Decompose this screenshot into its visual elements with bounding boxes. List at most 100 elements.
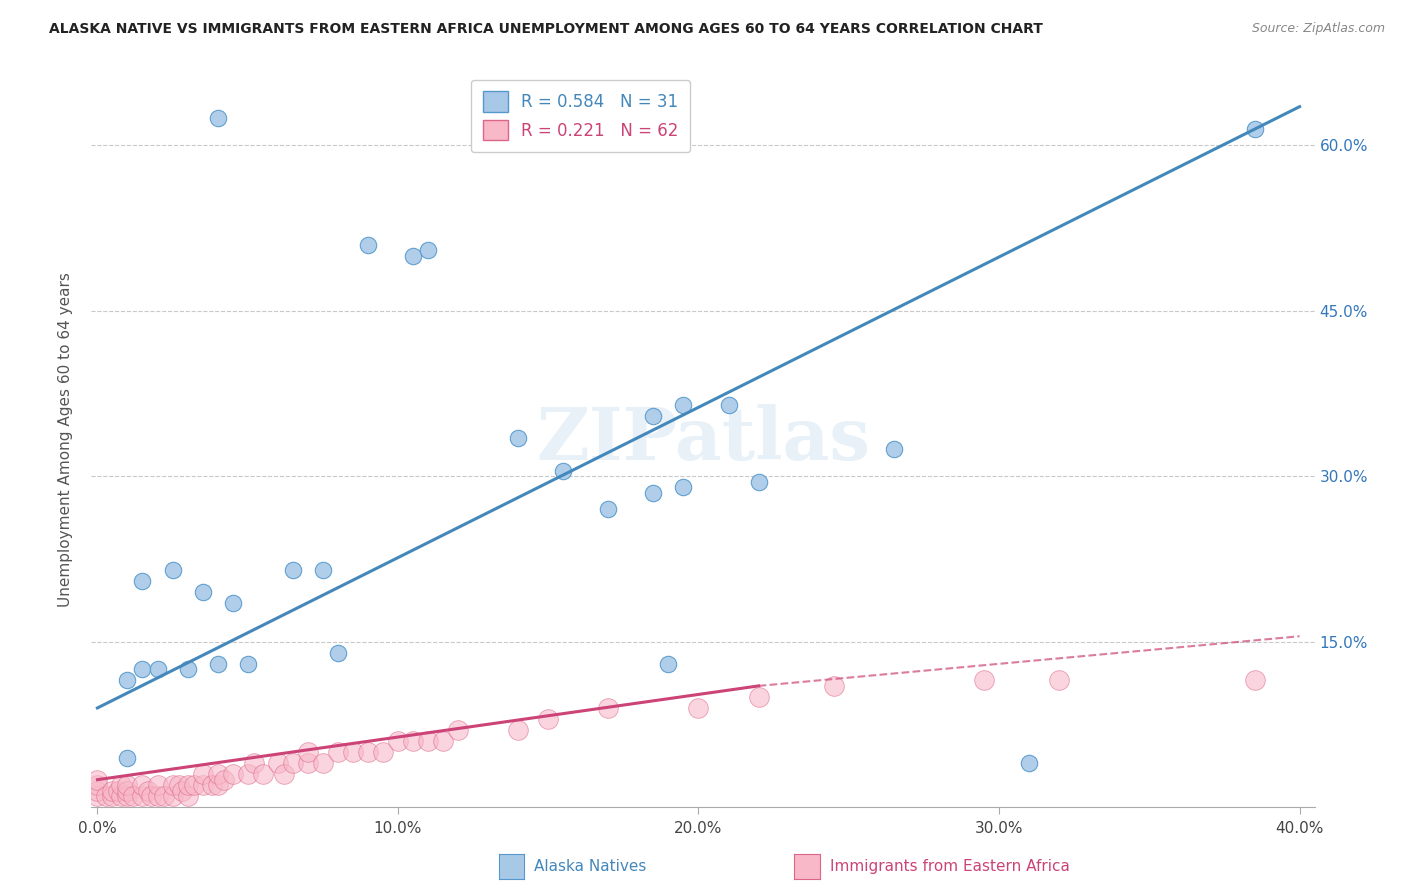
Point xyxy=(191,767,214,781)
Point xyxy=(297,756,319,771)
Point xyxy=(167,778,190,792)
Y-axis label: Unemployment Among Ages 60 to 64 years: Unemployment Among Ages 60 to 64 years xyxy=(58,272,73,607)
Point xyxy=(86,778,108,792)
Point xyxy=(86,783,108,797)
Point xyxy=(146,789,169,804)
Point xyxy=(146,662,169,676)
Point xyxy=(273,767,295,781)
Point xyxy=(122,789,145,804)
Point xyxy=(221,767,243,781)
Point xyxy=(207,657,229,671)
Point xyxy=(297,745,319,759)
Point xyxy=(508,723,530,737)
Text: Source: ZipAtlas.com: Source: ZipAtlas.com xyxy=(1251,22,1385,36)
Text: Alaska Natives: Alaska Natives xyxy=(534,859,647,873)
Point xyxy=(117,750,139,764)
Point xyxy=(191,585,214,599)
Point xyxy=(281,756,304,771)
Point xyxy=(252,767,274,781)
Point xyxy=(236,657,259,671)
Point xyxy=(416,243,439,257)
Point xyxy=(657,657,679,671)
Point xyxy=(110,789,132,804)
Point xyxy=(86,772,108,787)
Point xyxy=(748,475,770,489)
Point xyxy=(162,563,184,577)
Point xyxy=(131,789,153,804)
Point xyxy=(110,778,132,792)
Point xyxy=(176,662,198,676)
Point xyxy=(357,745,380,759)
Point xyxy=(326,646,349,660)
Point xyxy=(176,778,198,792)
Point xyxy=(212,772,235,787)
Point xyxy=(1047,673,1070,688)
Point xyxy=(170,783,193,797)
Point xyxy=(326,745,349,759)
Text: Immigrants from Eastern Africa: Immigrants from Eastern Africa xyxy=(830,859,1070,873)
Point xyxy=(201,778,224,792)
Point xyxy=(973,673,995,688)
Point xyxy=(131,662,153,676)
Point xyxy=(416,734,439,748)
Point xyxy=(117,783,139,797)
Point xyxy=(371,745,394,759)
Point xyxy=(387,734,409,748)
Point xyxy=(598,701,620,715)
Point xyxy=(823,679,845,693)
Point xyxy=(86,789,108,804)
Point xyxy=(221,596,243,610)
Point xyxy=(117,778,139,792)
Point xyxy=(717,398,740,412)
Point xyxy=(508,431,530,445)
Point xyxy=(117,673,139,688)
Point xyxy=(312,563,335,577)
Point xyxy=(146,778,169,792)
Point xyxy=(447,723,470,737)
Point xyxy=(883,442,905,456)
Point xyxy=(402,734,425,748)
Point xyxy=(141,789,163,804)
Point xyxy=(207,767,229,781)
Point xyxy=(138,783,160,797)
Point xyxy=(101,789,124,804)
Point xyxy=(101,783,124,797)
Point xyxy=(688,701,710,715)
Point xyxy=(1018,756,1040,771)
Point xyxy=(432,734,454,748)
Text: ALASKA NATIVE VS IMMIGRANTS FROM EASTERN AFRICA UNEMPLOYMENT AMONG AGES 60 TO 64: ALASKA NATIVE VS IMMIGRANTS FROM EASTERN… xyxy=(49,22,1043,37)
Point xyxy=(312,756,335,771)
Point xyxy=(748,690,770,704)
Point xyxy=(152,789,174,804)
Point xyxy=(342,745,364,759)
Point xyxy=(672,398,695,412)
Point xyxy=(207,111,229,125)
Point xyxy=(107,783,129,797)
Point xyxy=(236,767,259,781)
Point xyxy=(176,789,198,804)
Point xyxy=(357,237,380,252)
Point xyxy=(96,789,118,804)
Point xyxy=(131,574,153,588)
Legend: R = 0.584   N = 31, R = 0.221   N = 62: R = 0.584 N = 31, R = 0.221 N = 62 xyxy=(471,79,690,152)
Point xyxy=(267,756,290,771)
Point xyxy=(281,563,304,577)
Point xyxy=(1243,121,1265,136)
Point xyxy=(117,789,139,804)
Point xyxy=(191,778,214,792)
Point xyxy=(553,464,575,478)
Point xyxy=(598,502,620,516)
Point xyxy=(183,778,205,792)
Point xyxy=(162,778,184,792)
Point xyxy=(643,485,665,500)
Point xyxy=(672,480,695,494)
Point xyxy=(131,778,153,792)
Point xyxy=(643,409,665,423)
Point xyxy=(1243,673,1265,688)
Point xyxy=(242,756,264,771)
Point xyxy=(402,249,425,263)
Point xyxy=(537,712,560,726)
Text: ZIPatlas: ZIPatlas xyxy=(536,404,870,475)
Point xyxy=(207,778,229,792)
Point xyxy=(162,789,184,804)
